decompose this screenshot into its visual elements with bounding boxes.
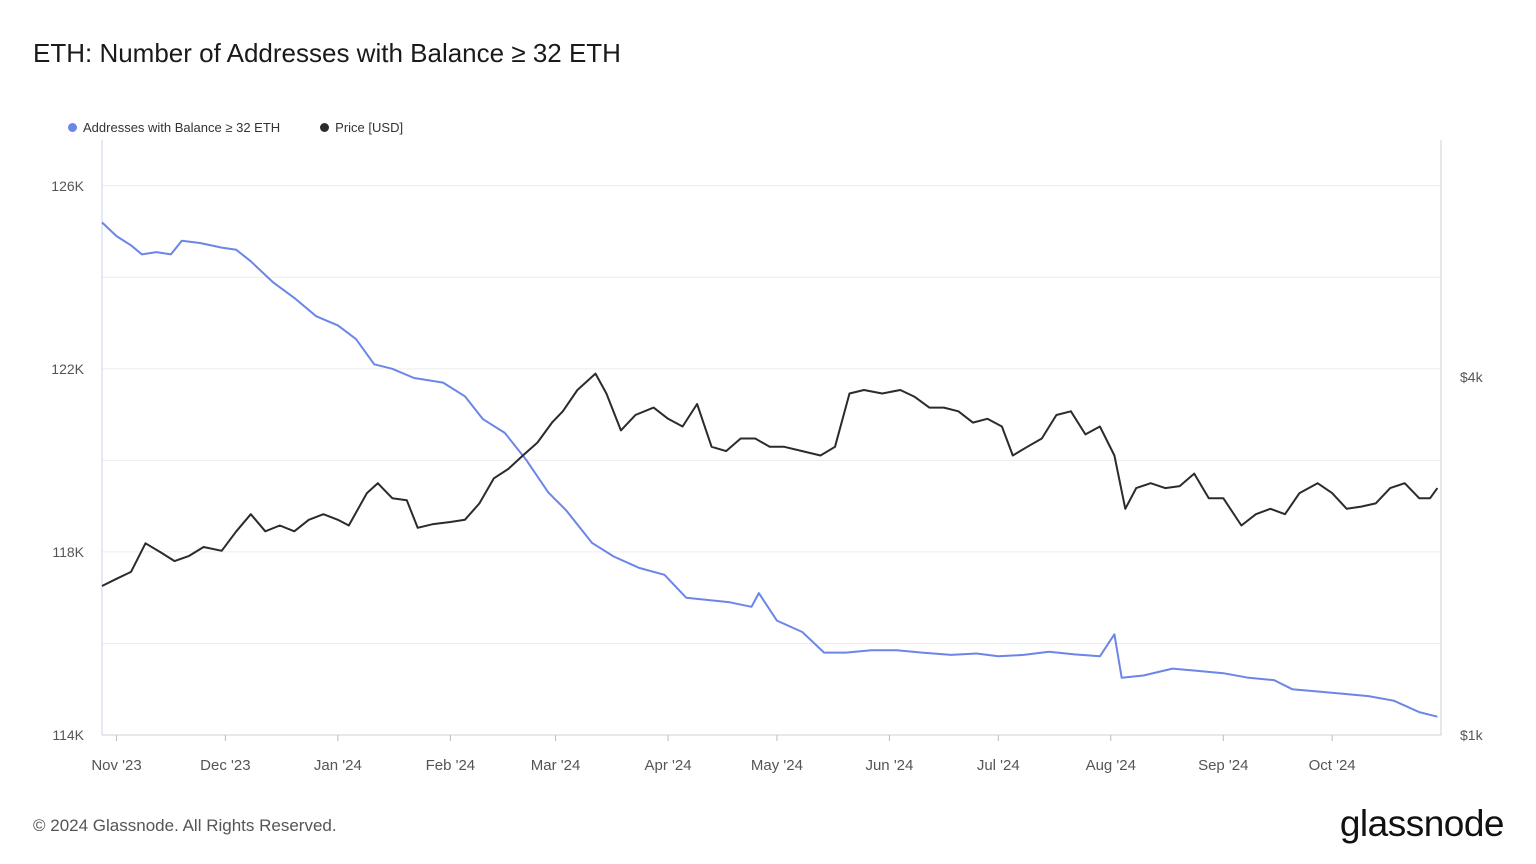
brand-logo: glassnode — [1339, 803, 1505, 844]
legend-swatch-addresses — [68, 123, 77, 132]
y-right-tick-label: $4k — [1460, 369, 1484, 385]
x-tick-label: Feb '24 — [426, 757, 476, 774]
y-left-tick-label: 114K — [52, 727, 84, 743]
x-tick-label: Mar '24 — [531, 757, 581, 774]
x-tick-label: Dec '23 — [200, 757, 250, 774]
legend: Addresses with Balance ≥ 32 ETH Price [U… — [68, 120, 403, 135]
x-tick-label: Jun '24 — [865, 757, 913, 774]
x-tick-label: Nov '23 — [91, 757, 141, 774]
legend-label-price: Price [USD] — [335, 120, 404, 135]
legend-item-price[interactable]: Price [USD] — [320, 120, 403, 135]
y-right-tick-label: $1k — [1460, 727, 1484, 743]
x-tick-label: May '24 — [751, 757, 803, 774]
chart-title: ETH: Number of Addresses with Balance ≥ … — [33, 38, 621, 68]
legend-swatch-price — [320, 123, 330, 132]
y-left-tick-label: 118K — [52, 544, 84, 560]
y-left-tick-label: 126K — [51, 178, 84, 194]
copyright-notice: © 2024 Glassnode. All Rights Reserved. — [33, 816, 337, 835]
legend-item-addresses[interactable]: Addresses with Balance ≥ 32 ETH — [68, 120, 280, 135]
x-tick-label: Sep '24 — [1198, 757, 1248, 774]
series-line-price — [101, 372, 1439, 587]
x-tick-label: Aug '24 — [1086, 757, 1136, 774]
y-left-tick-label: 122K — [51, 361, 84, 377]
x-tick-label: Jul '24 — [977, 757, 1020, 774]
legend-label-addresses: Addresses with Balance ≥ 32 ETH — [83, 120, 281, 135]
x-tick-label: Apr '24 — [645, 757, 692, 774]
x-tick-label: Jan '24 — [314, 757, 362, 774]
x-tick-label: Oct '24 — [1309, 757, 1356, 774]
series-line-addresses — [101, 221, 1438, 718]
